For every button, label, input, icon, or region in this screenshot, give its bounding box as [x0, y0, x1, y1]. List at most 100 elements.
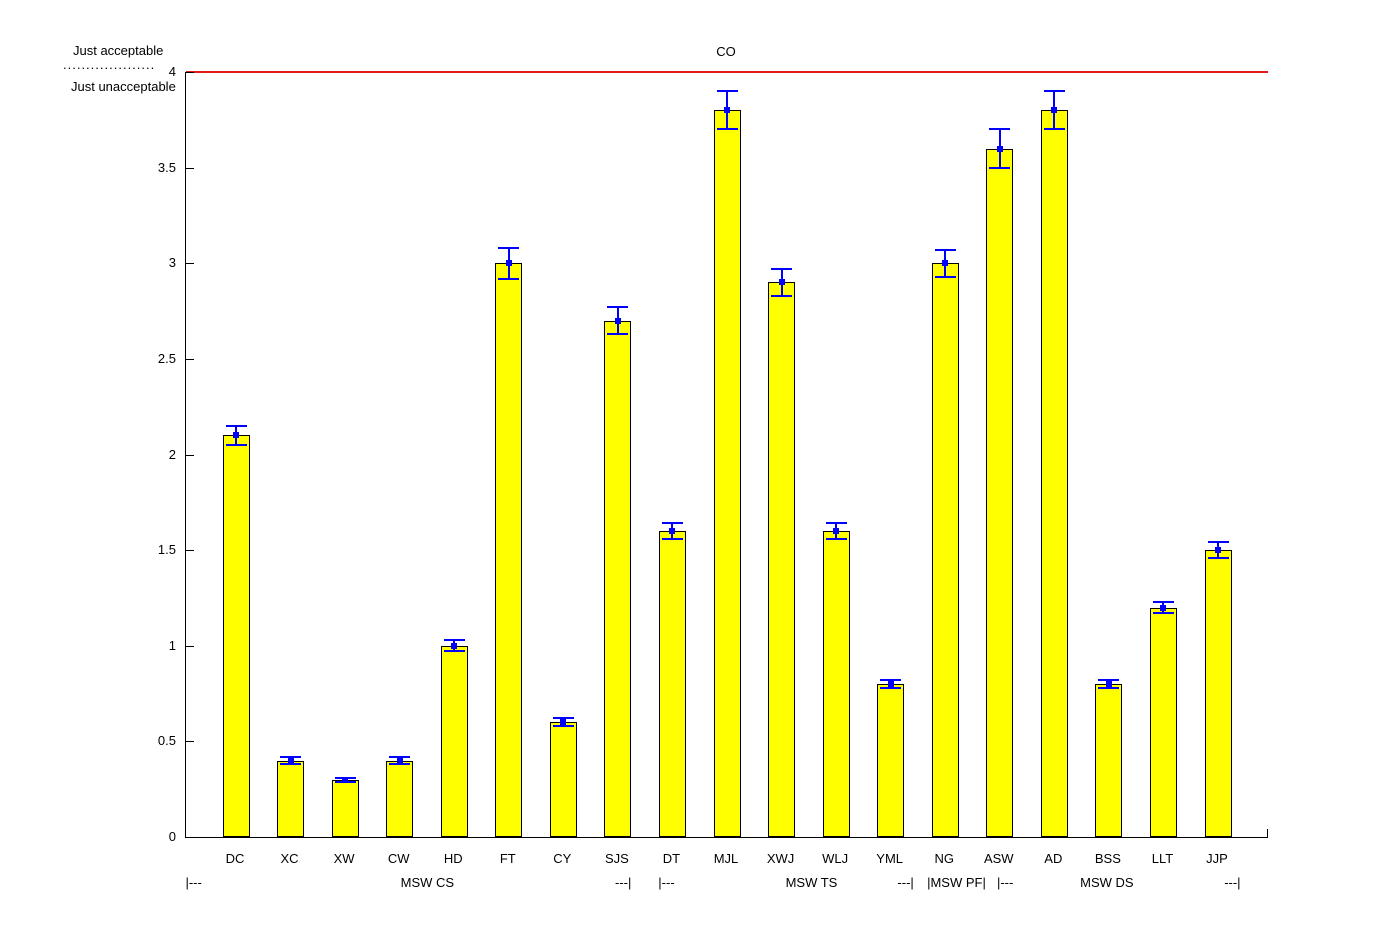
- reference-line: [186, 71, 1268, 73]
- group-annotation-6: |MSW PF|: [927, 875, 986, 890]
- y-tick-2: [186, 454, 194, 456]
- x-category-label-YML: YML: [876, 851, 904, 866]
- y-tick-label-2.5: 2.5: [157, 350, 176, 366]
- x-category-label-BSS: BSS: [1094, 851, 1121, 866]
- error-bar-cap-bottom-JJP: [1207, 556, 1229, 559]
- group-annotation-8: MSW DS: [1080, 875, 1134, 890]
- dotted-divider-annotation: ....................: [63, 57, 156, 72]
- error-bar-marker-JJP: [1215, 547, 1221, 554]
- y-tick-3.5: [186, 167, 194, 169]
- error-bar-cap-bottom-SJS: [607, 333, 629, 335]
- error-bar-marker-ASW: [996, 145, 1003, 152]
- bar-LLT: [1149, 607, 1177, 837]
- chart-title: CO: [716, 44, 736, 59]
- just-unacceptable-label: Just unacceptable: [71, 79, 176, 94]
- error-bar-cap-bottom-NG: [934, 275, 956, 278]
- x-category-label-JJP: JJP: [1206, 851, 1228, 866]
- error-bar-cap-bottom-ASW: [989, 166, 1011, 169]
- x-category-label-CW: CW: [387, 851, 410, 866]
- y-tick-label-1: 1: [168, 637, 176, 653]
- x-category-label-XW: XW: [333, 851, 355, 866]
- error-bar-cap-top-LLT: [1152, 600, 1174, 603]
- x-category-label-SJS: SJS: [604, 851, 629, 866]
- error-bar-cap-top-XC: [280, 755, 302, 758]
- error-bar-cap-bottom-FT: [498, 277, 520, 280]
- bar-JJP: [1204, 550, 1232, 837]
- error-bar-marker-NG: [942, 260, 949, 267]
- y-tick-1.5: [186, 550, 194, 552]
- x-category-label-LLT: LLT: [1151, 851, 1174, 866]
- y-tick-label-3: 3: [168, 255, 176, 271]
- error-bar-cap-bottom-HD: [443, 650, 465, 653]
- error-bar-marker-XC: [287, 757, 294, 764]
- plot-area: [185, 71, 1268, 838]
- bar-AD: [1040, 110, 1068, 837]
- bar-XWJ: [768, 282, 796, 837]
- error-bar-cap-bottom-CW: [389, 763, 411, 766]
- error-bar-marker-YML: [887, 681, 894, 687]
- bar-ASW: [986, 148, 1014, 837]
- error-bar-cap-bottom-BSS: [1098, 686, 1120, 689]
- error-bar-marker-BSS: [1105, 681, 1112, 687]
- error-bar-cap-bottom-DC: [225, 443, 247, 446]
- error-bar-cap-bottom-MJL: [716, 128, 738, 131]
- bar-BSS: [1095, 684, 1123, 837]
- y-tick-0: [186, 837, 194, 838]
- x-category-label-FT: FT: [499, 851, 516, 866]
- bar-MJL: [713, 110, 741, 837]
- error-bar-marker-AD: [1051, 107, 1058, 114]
- y-tick-label-0: 0: [168, 829, 176, 844]
- group-annotation-5: ---|: [897, 875, 914, 890]
- x-category-label-WLJ: WLJ: [822, 851, 849, 866]
- y-tick-3: [186, 263, 194, 265]
- error-bar-cap-top-FT: [498, 246, 520, 249]
- error-bar-marker-CY: [560, 719, 567, 726]
- bar-YML: [877, 684, 905, 837]
- group-annotation-1: MSW CS: [400, 875, 455, 890]
- x-category-label-XC: XC: [280, 851, 299, 866]
- bar-DT: [658, 531, 686, 837]
- error-bar-marker-XWJ: [778, 279, 785, 286]
- x-category-label-DT: DT: [662, 851, 681, 866]
- error-bar-cap-top-WLJ: [825, 522, 847, 525]
- x-category-label-NG: NG: [934, 851, 954, 866]
- error-bar-cap-bottom-WLJ: [825, 537, 847, 540]
- bar-CY: [549, 722, 577, 837]
- group-annotation-0: |---: [185, 875, 202, 890]
- group-annotation-4: MSW TS: [785, 875, 838, 890]
- bar-FT: [495, 263, 523, 837]
- error-bar-cap-top-YML: [880, 679, 902, 682]
- bar-SJS: [604, 320, 632, 837]
- error-bar-cap-top-MJL: [716, 90, 738, 93]
- y-tick-0.5: [186, 741, 194, 743]
- y-tick-label-2: 2: [168, 446, 176, 462]
- error-bar-marker-MJL: [724, 107, 730, 114]
- bar-XW: [331, 779, 359, 837]
- error-bar-cap-top-CY: [552, 717, 574, 720]
- group-annotation-3: |---: [658, 875, 675, 890]
- y-tick-label-4: 4: [168, 64, 176, 79]
- error-bar-cap-top-AD: [1043, 90, 1065, 93]
- group-annotation-9: ---|: [1224, 875, 1241, 890]
- y-tick-label-1.5: 1.5: [157, 542, 176, 558]
- bar-DC: [222, 435, 250, 837]
- y-tick-1: [186, 645, 194, 647]
- x-category-label-HD: HD: [443, 851, 463, 866]
- y-tick-label-0.5: 0.5: [157, 733, 176, 749]
- error-bar-cap-bottom-AD: [1043, 128, 1065, 131]
- error-bar-cap-bottom-CY: [552, 725, 574, 728]
- x-category-label-CY: CY: [553, 851, 572, 866]
- x-axis-end-tick: [1267, 829, 1268, 837]
- group-annotation-2: ---|: [615, 875, 632, 890]
- error-bar-cap-bottom-DT: [661, 537, 683, 540]
- error-bar-cap-top-NG: [934, 248, 956, 251]
- y-tick-4: [186, 72, 194, 73]
- x-category-label-DC: DC: [225, 851, 245, 866]
- error-bar-cap-top-DT: [661, 522, 683, 525]
- error-bar-marker-HD: [451, 642, 458, 649]
- error-bar-cap-bottom-LLT: [1152, 612, 1174, 615]
- y-tick-label-3.5: 3.5: [157, 159, 176, 175]
- error-bar-cap-top-XWJ: [771, 267, 793, 270]
- error-bar-marker-XW: [342, 776, 349, 783]
